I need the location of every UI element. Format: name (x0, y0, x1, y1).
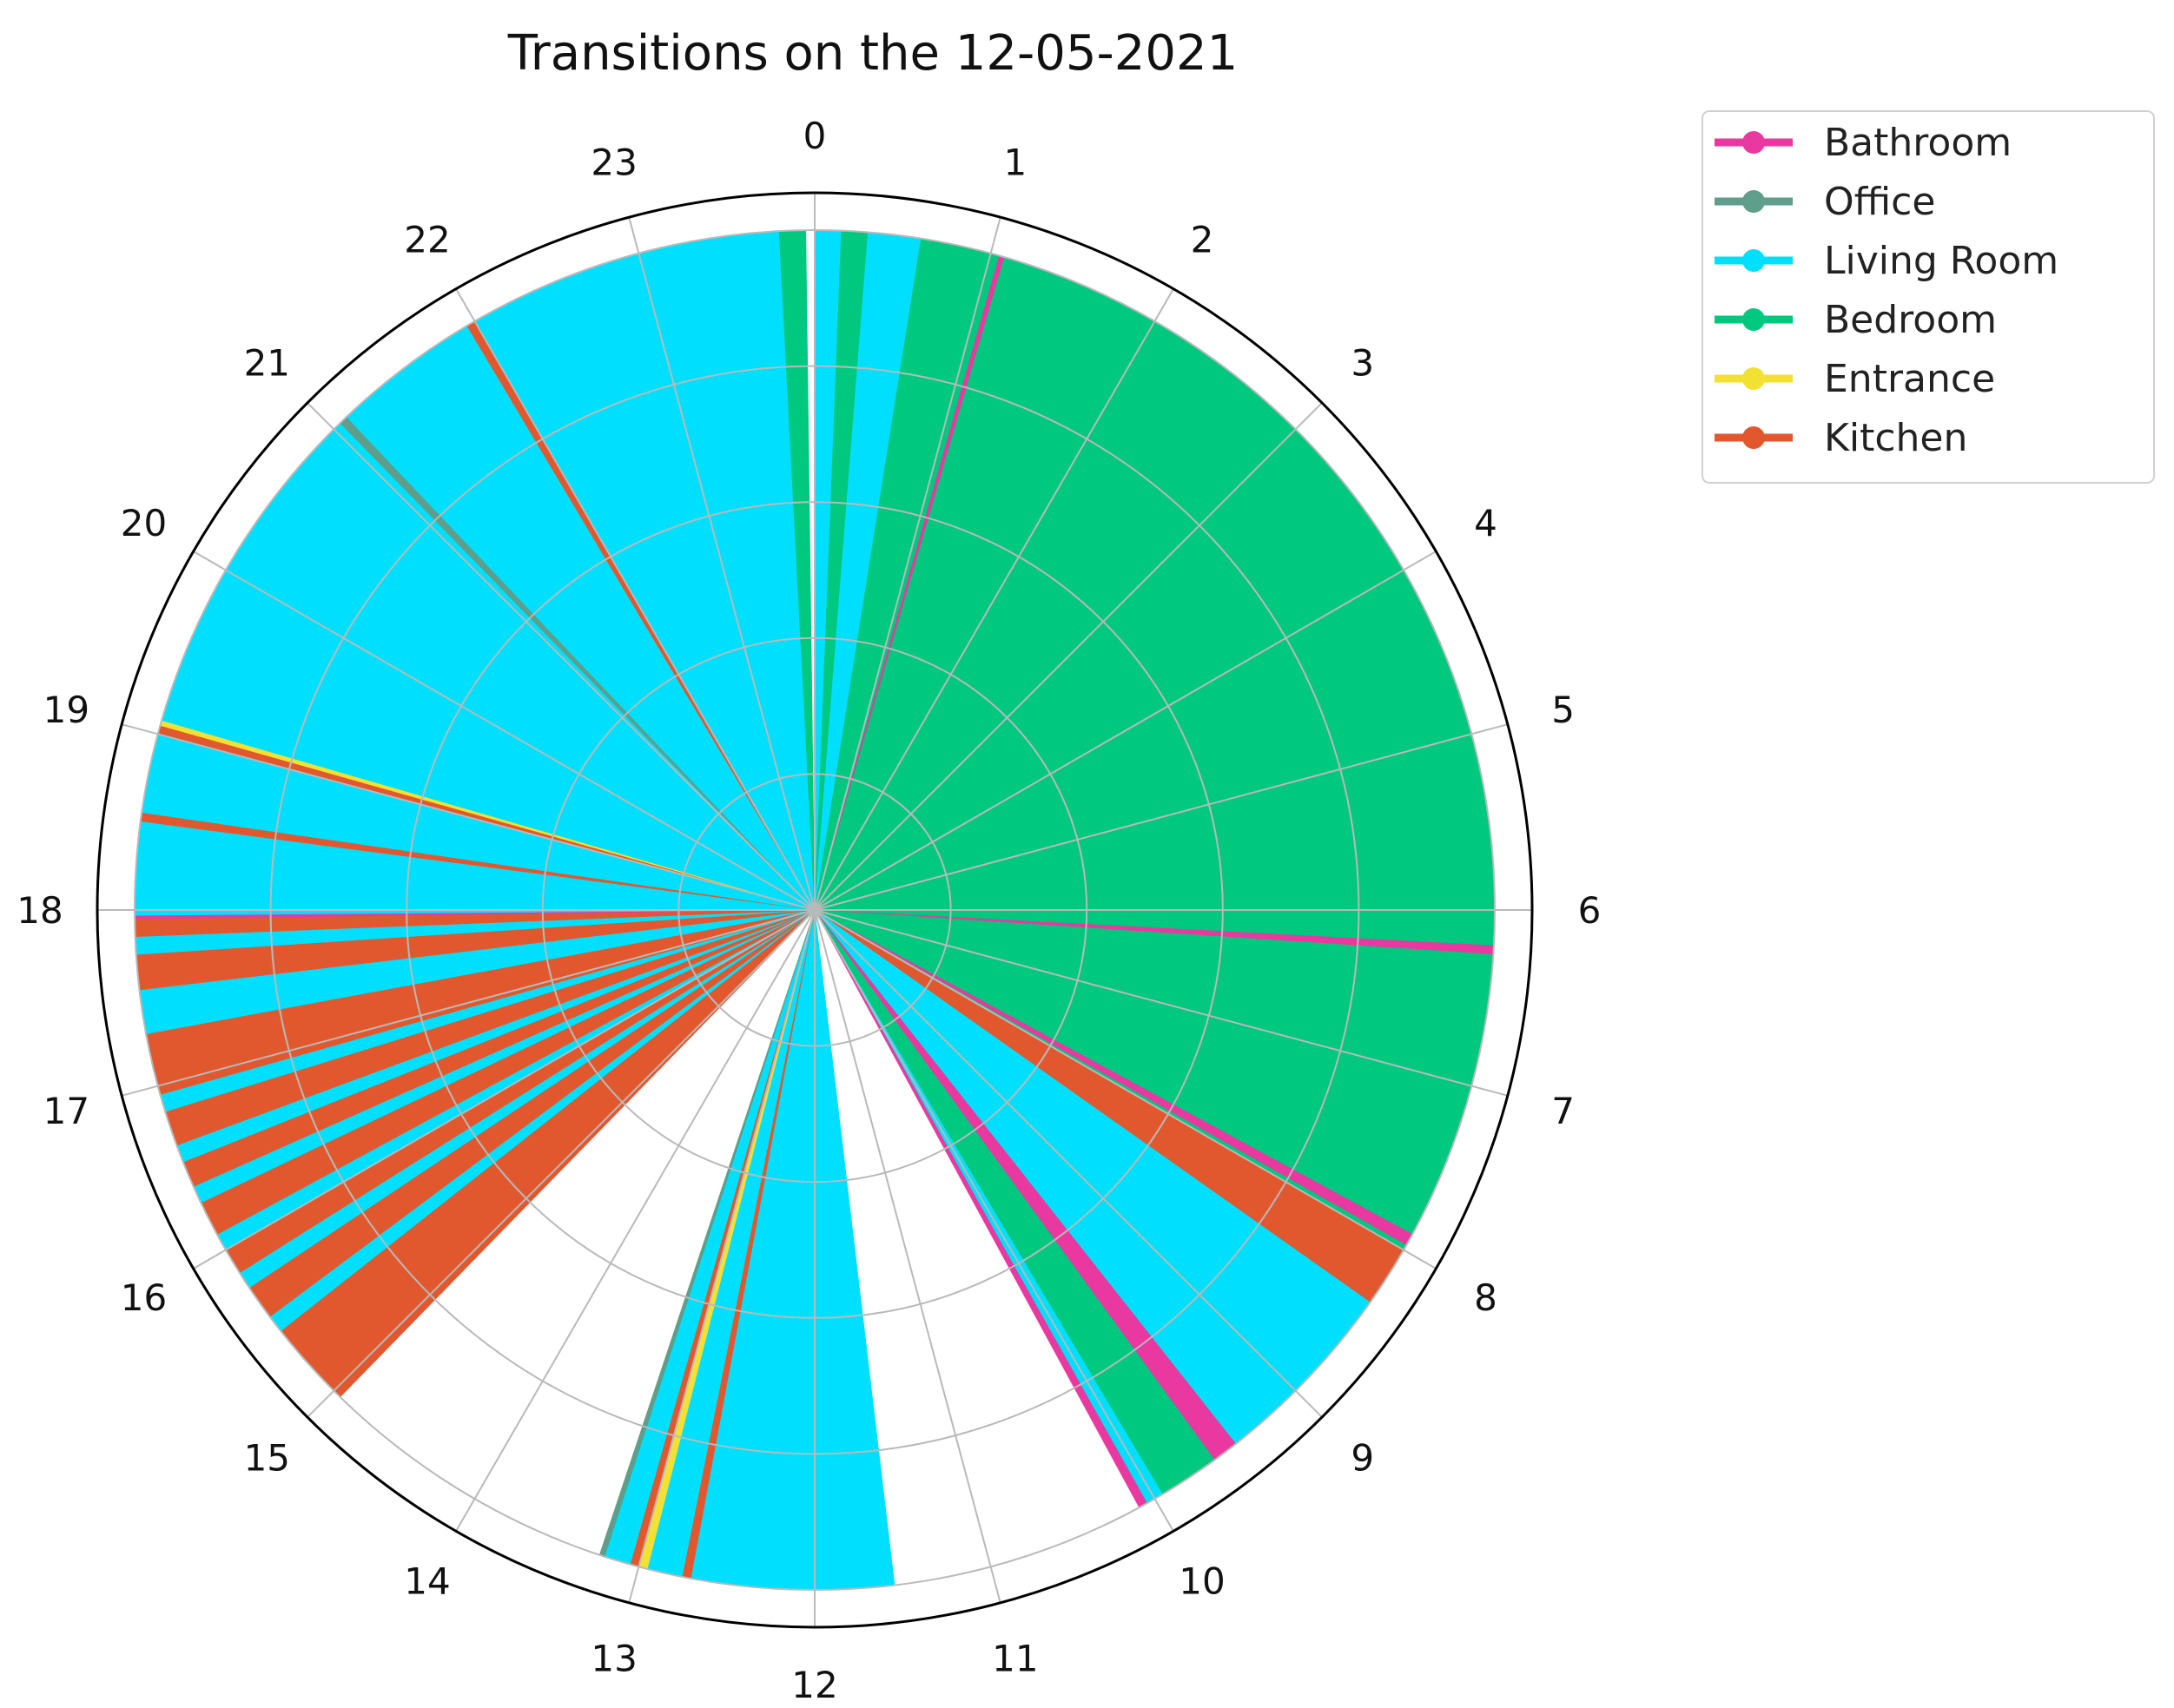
tick-label-1: 1 (1004, 141, 1028, 183)
grid-spoke-3 (814, 402, 1323, 911)
tick-label-14: 14 (404, 1560, 450, 1603)
tick-label-15: 15 (244, 1437, 290, 1480)
tick-label-7: 7 (1551, 1090, 1575, 1132)
legend: Bathroom Office Living Room Bedroom Entrance… (1702, 110, 2155, 484)
tick-label-22: 22 (404, 219, 450, 261)
grid-spoke-9 (814, 909, 1323, 1418)
tick-label-11: 11 (992, 1638, 1038, 1680)
tick-label-9: 9 (1351, 1437, 1374, 1480)
tick-label-2: 2 (1191, 219, 1214, 261)
legend-label-bathroom: Bathroom (1824, 121, 2012, 165)
grid-spoke-17 (121, 909, 816, 1097)
tick-label-21: 21 (244, 341, 290, 384)
tick-label-4: 4 (1474, 502, 1497, 544)
grid-spoke-1 (814, 216, 1001, 911)
legend-label-bedroom: Bedroom (1824, 298, 1997, 342)
tick-label-16: 16 (121, 1276, 167, 1319)
grid-spoke-19 (121, 723, 816, 911)
grid-spoke-15 (307, 909, 816, 1418)
grid-spoke-20 (193, 551, 816, 911)
legend-marker-office (1742, 190, 1765, 213)
chart-title: Transitions on the 12-05-2021 (507, 25, 1239, 82)
grid-spoke-23 (628, 216, 816, 911)
grid-spoke-8 (814, 909, 1437, 1269)
grid-spoke-5 (814, 723, 1509, 911)
grid-spoke-13 (628, 909, 816, 1604)
tick-label-6: 6 (1578, 889, 1602, 932)
grid-layer (96, 191, 1534, 1629)
tick-label-12: 12 (791, 1664, 837, 1706)
tick-label-18: 18 (17, 889, 63, 932)
tick-label-13: 13 (591, 1638, 637, 1680)
polar-frame (96, 191, 1534, 1629)
tick-label-23: 23 (591, 141, 637, 183)
grid-spoke-4 (814, 551, 1437, 911)
tick-label-17: 17 (43, 1090, 89, 1132)
tick-label-0: 0 (803, 115, 827, 157)
tick-label-20: 20 (121, 502, 167, 544)
legend-marker-kitchen (1742, 426, 1765, 449)
legend-label-entrance: Entrance (1824, 357, 1995, 401)
tick-label-8: 8 (1474, 1276, 1497, 1319)
legend-marker-bathroom (1742, 131, 1765, 154)
grid-spoke-16 (193, 909, 816, 1269)
legend-marker-entrance (1742, 367, 1765, 390)
legend-box (1702, 110, 2155, 484)
legend-label-kitchen: Kitchen (1824, 416, 1967, 460)
grid-spoke-10 (814, 909, 1174, 1532)
tick-label-19: 19 (43, 689, 89, 731)
grid-spoke-7 (814, 909, 1509, 1097)
legend-label-office: Office (1824, 180, 1935, 224)
legend-marker-living-room (1742, 249, 1765, 272)
grid-spoke-14 (455, 909, 816, 1532)
grid-spoke-21 (307, 402, 816, 911)
tick-label-5: 5 (1551, 689, 1575, 731)
legend-marker-bedroom (1742, 308, 1765, 331)
grid-spoke-22 (455, 288, 816, 911)
tick-label-10: 10 (1179, 1560, 1225, 1603)
grid-spoke-2 (814, 288, 1174, 911)
grid-spoke-11 (814, 909, 1001, 1604)
legend-label-living-room: Living Room (1824, 239, 2058, 283)
tick-label-3: 3 (1351, 341, 1374, 384)
